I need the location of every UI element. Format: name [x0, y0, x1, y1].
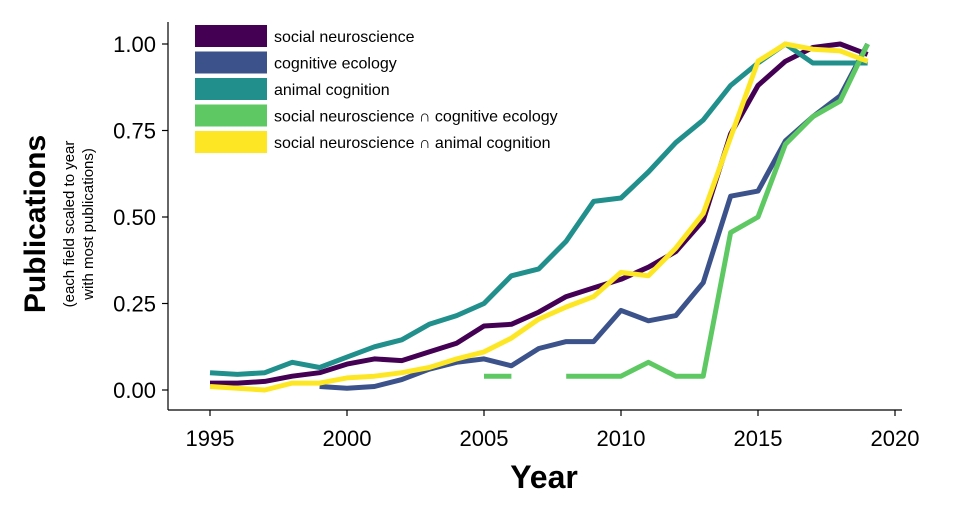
legend-swatch-2: [195, 78, 267, 100]
legend-label-1: cognitive ecology: [274, 56, 397, 73]
legend-label-3: social neuroscience ∩ cognitive ecology: [274, 109, 558, 126]
legend-swatch-4: [195, 131, 267, 153]
x-tick-label: 2020: [871, 426, 920, 451]
y-axis-title: Publications: [19, 135, 52, 313]
y-tick-label: 0.00: [113, 378, 156, 403]
series-line-1: [319, 42, 870, 391]
y-tick-label: 1.00: [113, 32, 156, 57]
legend-label-0: social neuroscience: [274, 29, 415, 46]
y-axis-subtitle-line-2: with most publications): [80, 148, 97, 301]
x-tick-label: 2000: [323, 426, 372, 451]
legend-swatch-0: [195, 25, 267, 47]
x-tick-label: 1995: [186, 426, 235, 451]
series-line-0: [210, 41, 869, 386]
x-tick-label: 2005: [460, 426, 509, 451]
series-layer: [209, 41, 870, 393]
y-tick-label: 0.75: [113, 119, 156, 144]
series-line-4: [209, 41, 869, 393]
tick-layer: 1995 2000 2005 2010 2015 2020 0.00 0.25 0.50 0.75…: [113, 32, 919, 451]
x-tick-label: 2015: [734, 426, 783, 451]
series-line-3-seg-1: [566, 42, 870, 379]
x-tick-label: 2010: [597, 426, 646, 451]
x-axis-title: Year: [510, 459, 578, 495]
axes: [167, 22, 902, 411]
legend-swatch-1: [195, 51, 267, 74]
legend-swatch-3: [195, 104, 267, 127]
legend: social neuroscience cognitive ecology anim…: [195, 25, 558, 153]
legend-label-2: animal cognition: [274, 82, 390, 99]
y-tick-label: 0.50: [113, 205, 156, 230]
y-axis-subtitle-line-1: (each field scaled to year: [61, 141, 78, 308]
y-tick-label: 0.25: [113, 292, 156, 317]
legend-label-4: social neuroscience ∩ animal cognition: [274, 135, 551, 152]
